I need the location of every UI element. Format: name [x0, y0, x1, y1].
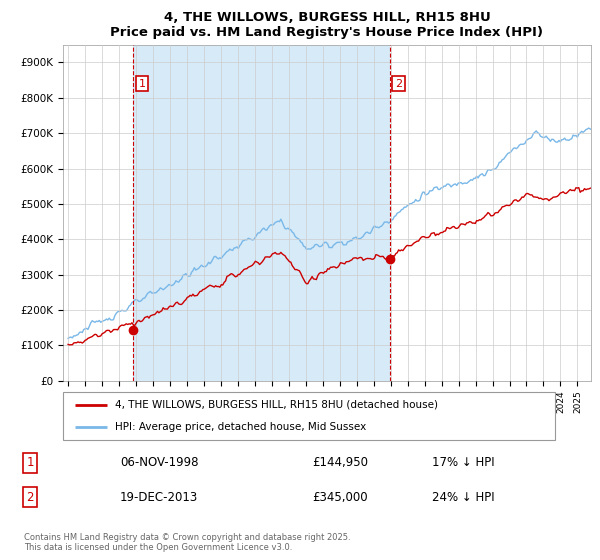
Bar: [133, 45, 390, 381]
Title: 4, THE WILLOWS, BURGESS HILL, RH15 8HU
Price paid vs. HM Land Registry's House P: 4, THE WILLOWS, BURGESS HILL, RH15 8HU P…: [110, 11, 544, 39]
Text: 4, THE WILLOWS, BURGESS HILL, RH15 8HU (detached house): 4, THE WILLOWS, BURGESS HILL, RH15 8HU (…: [115, 400, 437, 410]
Text: 17% ↓ HPI: 17% ↓ HPI: [432, 456, 494, 469]
Text: Contains HM Land Registry data © Crown copyright and database right 2025.
This d: Contains HM Land Registry data © Crown c…: [24, 533, 350, 552]
Text: 1: 1: [26, 456, 34, 469]
Text: HPI: Average price, detached house, Mid Sussex: HPI: Average price, detached house, Mid …: [115, 422, 366, 432]
Text: £345,000: £345,000: [312, 491, 368, 504]
Text: 1: 1: [139, 79, 146, 88]
FancyBboxPatch shape: [63, 392, 555, 440]
Text: 19-DEC-2013: 19-DEC-2013: [120, 491, 198, 504]
Text: 24% ↓ HPI: 24% ↓ HPI: [432, 491, 494, 504]
Text: 06-NOV-1998: 06-NOV-1998: [120, 456, 199, 469]
Text: £144,950: £144,950: [312, 456, 368, 469]
Text: 2: 2: [395, 79, 402, 88]
Text: 2: 2: [26, 491, 34, 504]
